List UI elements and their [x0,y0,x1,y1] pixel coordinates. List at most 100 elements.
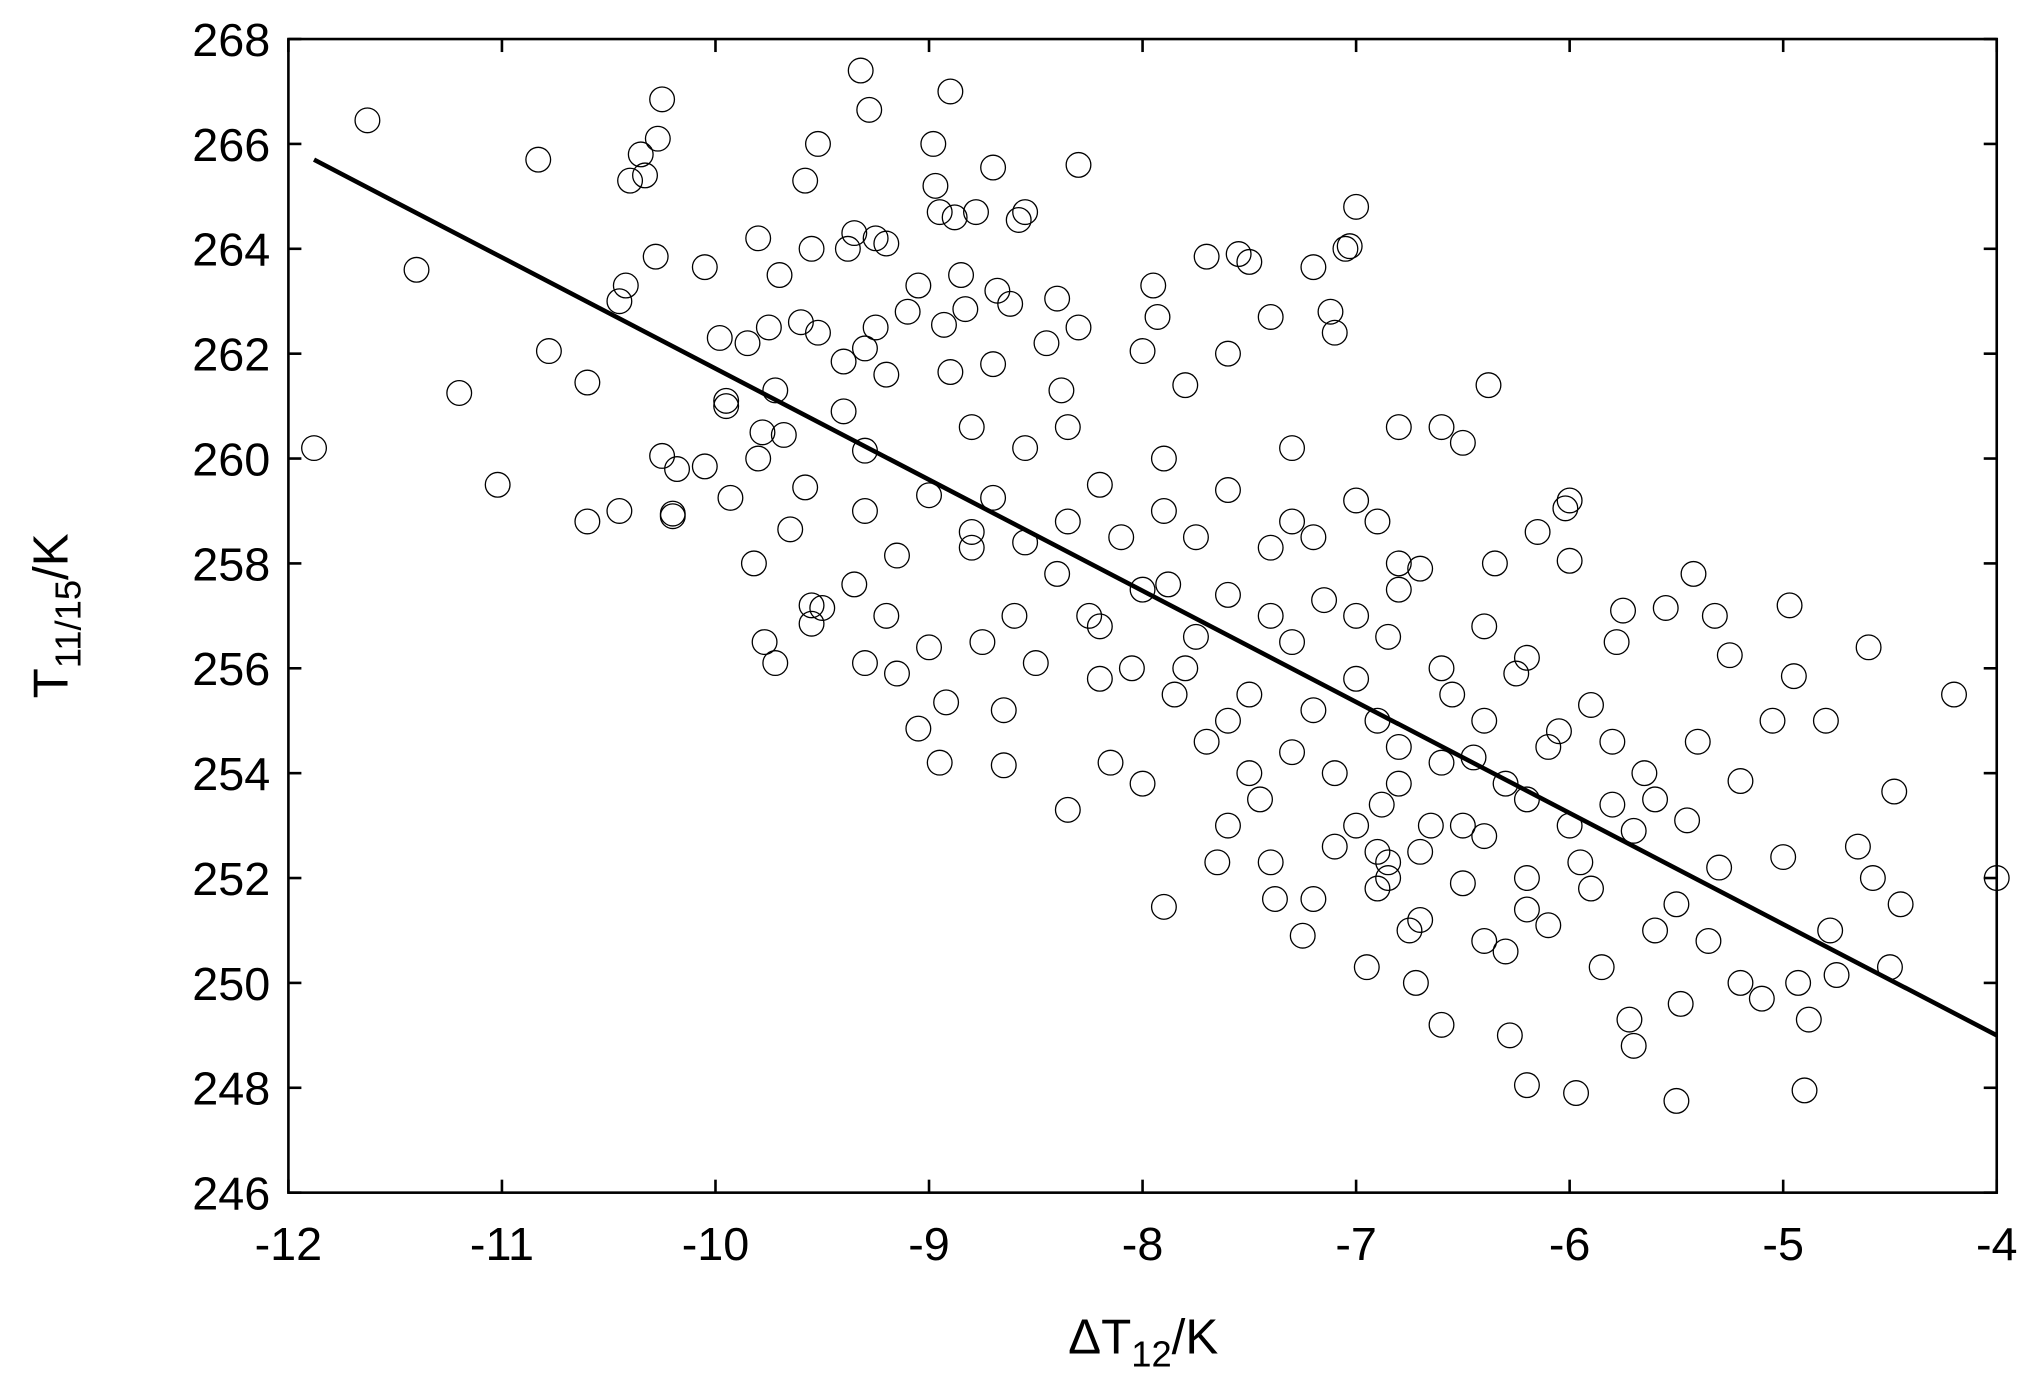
point [1727,768,1754,795]
point [873,230,900,257]
point [1513,896,1540,923]
point [851,335,878,362]
point [1086,613,1113,640]
point [717,484,744,511]
point [1048,377,1075,404]
point [851,650,878,677]
point [1343,487,1370,514]
point [873,361,900,388]
point [1257,303,1284,330]
y-tick-label: 258 [192,538,270,590]
point [644,125,671,152]
point [745,445,772,472]
point [1513,865,1540,892]
point [1695,927,1722,954]
point [1887,891,1914,918]
point [1795,1006,1822,1033]
point [1475,372,1502,399]
point [1317,298,1344,325]
y-tick-label: 246 [192,1168,270,1220]
plot-frame [287,37,1999,1194]
point [1144,303,1171,330]
point [1300,697,1327,724]
point [1118,655,1145,682]
point [1603,629,1630,656]
point [1150,445,1177,472]
point [1375,623,1402,650]
y-axis-label: T11/15/K [24,533,89,698]
point [1321,833,1348,860]
y-tick-label: 250 [192,958,270,1010]
point [1503,660,1530,687]
point [1496,1022,1523,1049]
point [1001,602,1028,629]
point [1343,193,1370,220]
point [1054,508,1081,535]
point [1214,340,1241,367]
point [926,749,953,776]
point [1417,812,1444,839]
point [1353,954,1380,981]
point [535,338,562,365]
point [1279,508,1306,535]
point [612,272,639,299]
point [1578,875,1604,902]
x-tick-label: -8 [1122,1218,1164,1270]
point [884,542,910,569]
point [706,324,733,351]
point [1428,655,1455,682]
point [851,497,878,524]
point [916,482,943,509]
point [1588,954,1615,981]
point [1674,807,1701,834]
point [1368,791,1395,818]
point [354,107,381,134]
point [990,697,1017,724]
point [948,262,975,289]
point [1428,1011,1455,1038]
y-tick-label: 252 [192,853,270,905]
point [787,309,814,336]
point [1022,650,1049,677]
point [1343,665,1370,692]
point [1812,707,1839,734]
point [1140,272,1167,299]
point [1343,602,1370,629]
point [691,254,718,281]
point [792,167,819,194]
x-tick-label: -7 [1335,1218,1377,1270]
point [1054,796,1081,823]
point [1859,865,1886,892]
point [1599,728,1626,755]
point [1759,707,1786,734]
y-tick-label: 248 [192,1063,270,1115]
point [1129,338,1156,365]
x-axis-label: ΔT12/K [1068,1310,1218,1375]
point [952,296,979,323]
point [1054,414,1081,441]
point [574,508,601,535]
point [1044,285,1071,312]
point [1941,681,1968,708]
point [1108,524,1135,551]
point [792,474,819,501]
point [1311,587,1338,614]
point [1567,849,1594,876]
point [1770,844,1797,871]
point [1065,314,1092,341]
x-tick-label: -12 [255,1218,323,1270]
point [1150,893,1177,920]
point [1631,760,1658,787]
point [1385,770,1412,797]
point [1044,560,1071,587]
point [1652,594,1679,621]
point [1642,917,1669,944]
point [1155,571,1182,598]
point [1172,372,1199,399]
point [1150,497,1177,524]
point [1385,414,1412,441]
point [963,199,989,226]
point [1481,550,1508,577]
point [937,78,964,105]
